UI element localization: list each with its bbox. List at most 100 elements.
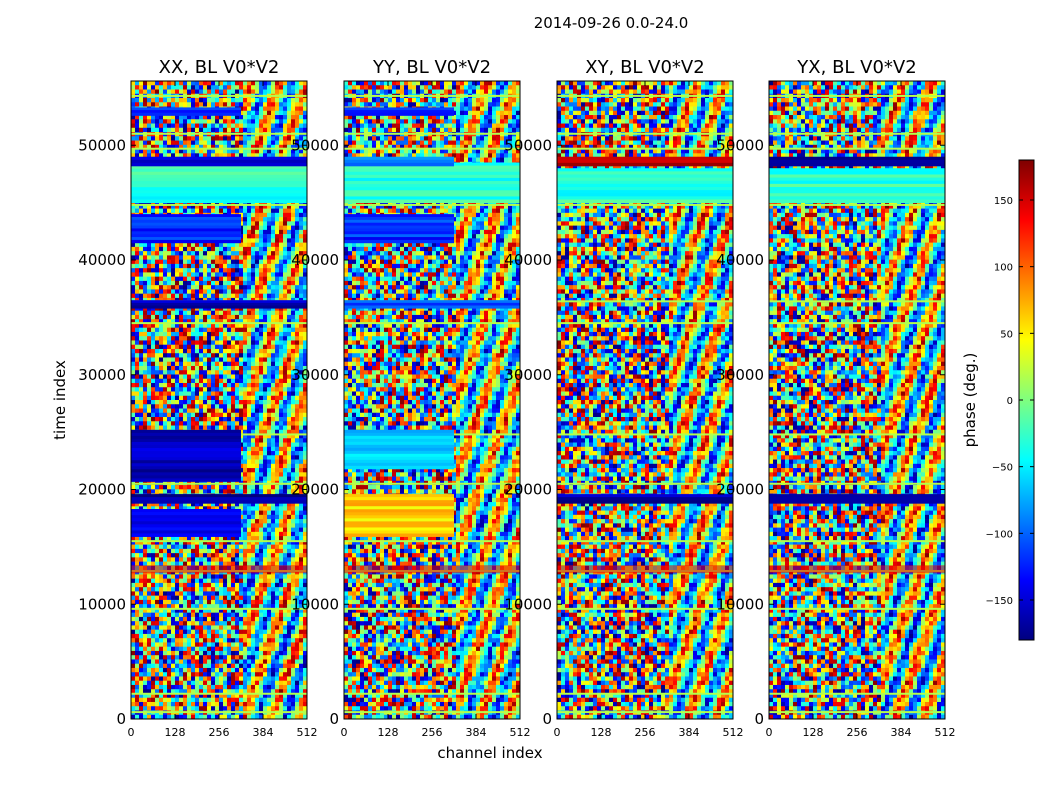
heatmap-cell [259,276,264,282]
heatmap-cell [207,387,212,392]
heatmap-cell [291,536,296,541]
heatmap-cell [183,102,188,107]
heatmap-cell [199,348,204,354]
heatmap-cell [263,319,268,324]
heatmap-cell [231,391,236,397]
heatmap-cell [287,140,292,146]
heatmap-cell [187,127,192,133]
heatmap-cell [295,412,300,418]
heatmap-cell [163,344,168,350]
heatmap-cell [291,110,296,116]
heatmap-cell [223,502,228,507]
heatmap-cell [295,234,300,239]
heatmap-cell [279,382,284,388]
heatmap-cell [243,408,248,414]
heatmap-cell [227,425,232,431]
heatmap-cell [299,285,304,290]
heatmap-cell [155,259,160,265]
heatmap-cell [219,136,224,141]
heatmap-cell [255,540,260,545]
heatmap-cell [167,348,172,354]
heatmap-cell [295,89,300,95]
heatmap-cell [207,153,212,158]
heatmap-cell [155,153,160,158]
heatmap-cell [287,123,292,129]
heatmap-cell [263,489,268,494]
heatmap-cell [291,387,296,392]
heatmap-cell [227,485,232,490]
heatmap-cell [139,314,144,320]
heatmap-cell [263,425,268,431]
heatmap-cell [263,468,268,473]
heatmap-cell [199,85,204,90]
heatmap-cell [259,438,264,443]
heatmap-cell [143,263,148,269]
heatmap-cell [283,314,288,320]
heatmap-cell [187,98,192,103]
heatmap-cell [283,489,288,494]
heatmap-cell [147,259,152,265]
heatmap-cell [187,370,192,375]
heatmap-cell [131,319,136,324]
heatmap-cell [275,336,280,341]
heatmap-cell [255,119,260,124]
heatmap-cell [299,455,304,460]
heatmap-cell [207,204,212,209]
heatmap-cell [227,365,232,371]
heatmap-cell [239,523,244,528]
heatmap-cell [287,455,292,460]
heatmap-cell [135,557,140,562]
heatmap-cell [263,540,268,545]
heatmap-cell [299,557,304,562]
heatmap-cell [279,374,284,380]
heatmap-cell [279,319,284,324]
heatmap-cell [287,285,292,290]
heatmap-cell [131,348,136,354]
heatmap-cell [151,340,156,345]
heatmap-cell [135,293,140,299]
heatmap-cell [239,463,244,469]
heatmap-cell [167,387,172,392]
heatmap-cell [203,259,208,265]
heatmap-cell [183,412,188,418]
heatmap-cell [255,110,260,116]
heatmap-cell [271,272,276,277]
heatmap-cell [187,263,192,269]
heatmap-cell [139,268,144,273]
heatmap-cell [299,417,304,422]
heatmap-cell [159,489,164,494]
heatmap-cell [143,310,148,316]
heatmap-cell [215,336,220,341]
heatmap-cell [143,348,148,354]
heatmap-cell [303,81,307,86]
heatmap-cell [191,85,196,90]
heatmap-cell [235,374,240,380]
heatmap-cell [195,344,200,350]
heatmap-cell [175,102,180,107]
heatmap-cell [275,259,280,265]
heatmap-cell [175,378,180,384]
heatmap-cell [283,81,288,86]
heatmap-cell [263,323,268,328]
heatmap-cell [251,370,256,375]
heatmap-cell [143,276,148,282]
heatmap-cell [223,306,228,311]
heatmap-cell [191,540,196,545]
heatmap-cell [215,340,220,345]
heatmap-cell [195,208,200,214]
heatmap-cell [299,489,304,494]
heatmap-cell [267,229,272,235]
heatmap-cell [243,225,248,231]
heatmap-cell [287,408,292,414]
heatmap-cell [275,519,280,524]
heatmap-cell [255,489,260,494]
heatmap-cell [275,289,280,294]
heatmap-cell [187,208,192,214]
heatmap-cell [135,306,140,311]
heatmap-cell [299,442,304,448]
heatmap-cell [163,310,168,316]
heatmap-cell [147,204,152,209]
heatmap-cell [135,140,140,146]
heatmap-cell [183,489,188,494]
heatmap-cell [267,234,272,239]
